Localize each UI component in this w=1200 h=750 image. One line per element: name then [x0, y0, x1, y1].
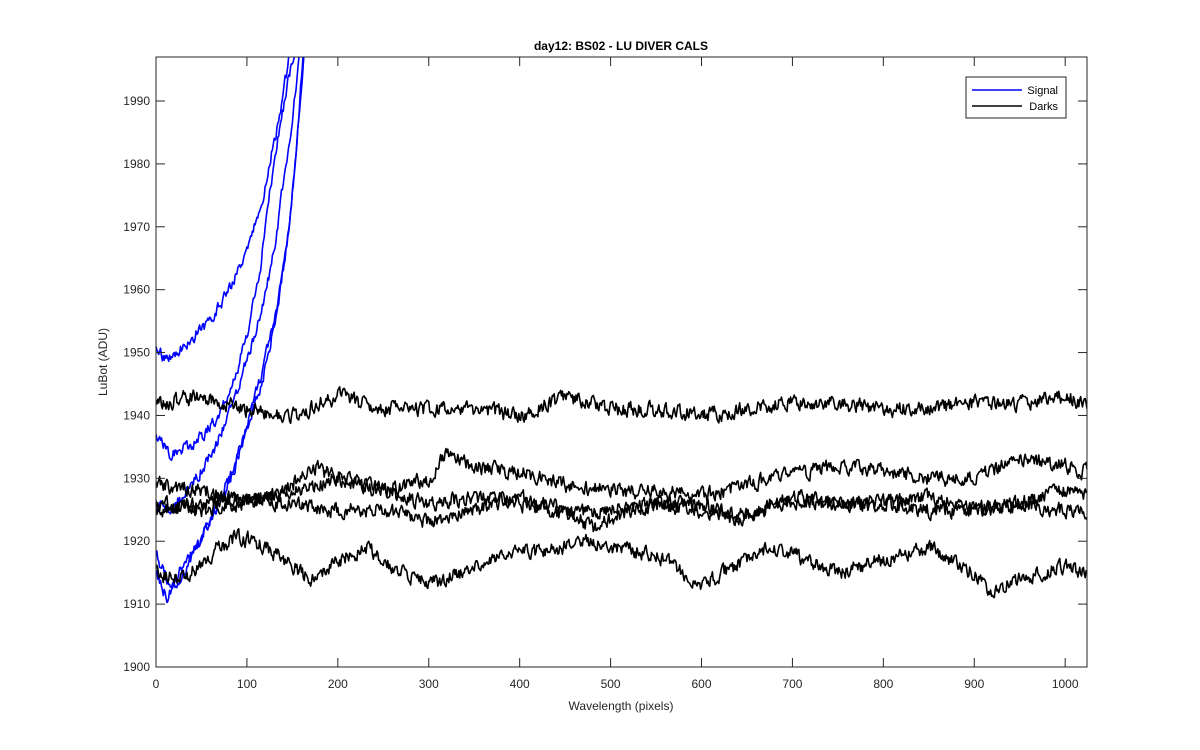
signal-line-3 — [156, 57, 300, 515]
x-tick-label: 1000 — [1052, 677, 1079, 691]
y-tick-label: 1990 — [123, 94, 150, 108]
y-axis-label: LuBot (ADU) — [96, 328, 110, 396]
x-tick-label: 200 — [328, 677, 348, 691]
axes-layer: 0 100 200 300 400 500 600 700 800 900 1000 1900 1910… — [123, 56, 1088, 691]
legend-label-signal: Signal — [1027, 85, 1058, 97]
y-tick-label: 1950 — [123, 346, 150, 360]
series-layer — [156, 57, 1087, 604]
x-tick-label: 400 — [510, 677, 530, 691]
x-tick-label: 900 — [964, 677, 984, 691]
y-tick-label: 1910 — [123, 597, 150, 611]
signal-line-5 — [156, 57, 305, 604]
y-tick-label: 1970 — [123, 220, 150, 234]
y-tick-label: 1960 — [123, 283, 150, 297]
x-tick-label: 500 — [601, 677, 621, 691]
signal-line-1 — [156, 57, 290, 363]
chart-title: day12: BS02 - LU DIVER CALS — [534, 39, 708, 53]
x-tick-label: 600 — [691, 677, 711, 691]
y-tick-label: 1900 — [123, 660, 150, 674]
x-axis-label: Wavelength (pixels) — [569, 699, 674, 713]
x-tick-label: 700 — [782, 677, 802, 691]
darks-line-7 — [156, 447, 1087, 507]
x-tick-label: 300 — [419, 677, 439, 691]
signal-line-2 — [156, 57, 295, 462]
legend-box — [965, 76, 1067, 119]
x-tick-label: 800 — [873, 677, 893, 691]
y-tick-label: 1920 — [123, 534, 150, 548]
darks-line-9 — [156, 487, 1087, 533]
x-tick-label: 100 — [237, 677, 257, 691]
legend: Signal Darks — [965, 76, 1067, 119]
plot-frame — [155, 56, 1088, 668]
y-tick-label: 1980 — [123, 157, 150, 171]
y-tick-label: 1930 — [123, 471, 150, 485]
legend-label-darks: Darks — [1029, 101, 1058, 113]
darks-line-10 — [156, 528, 1087, 599]
y-tick-label: 1940 — [123, 408, 150, 422]
darks-line-6 — [156, 386, 1087, 425]
x-tick-label: 0 — [153, 677, 160, 691]
